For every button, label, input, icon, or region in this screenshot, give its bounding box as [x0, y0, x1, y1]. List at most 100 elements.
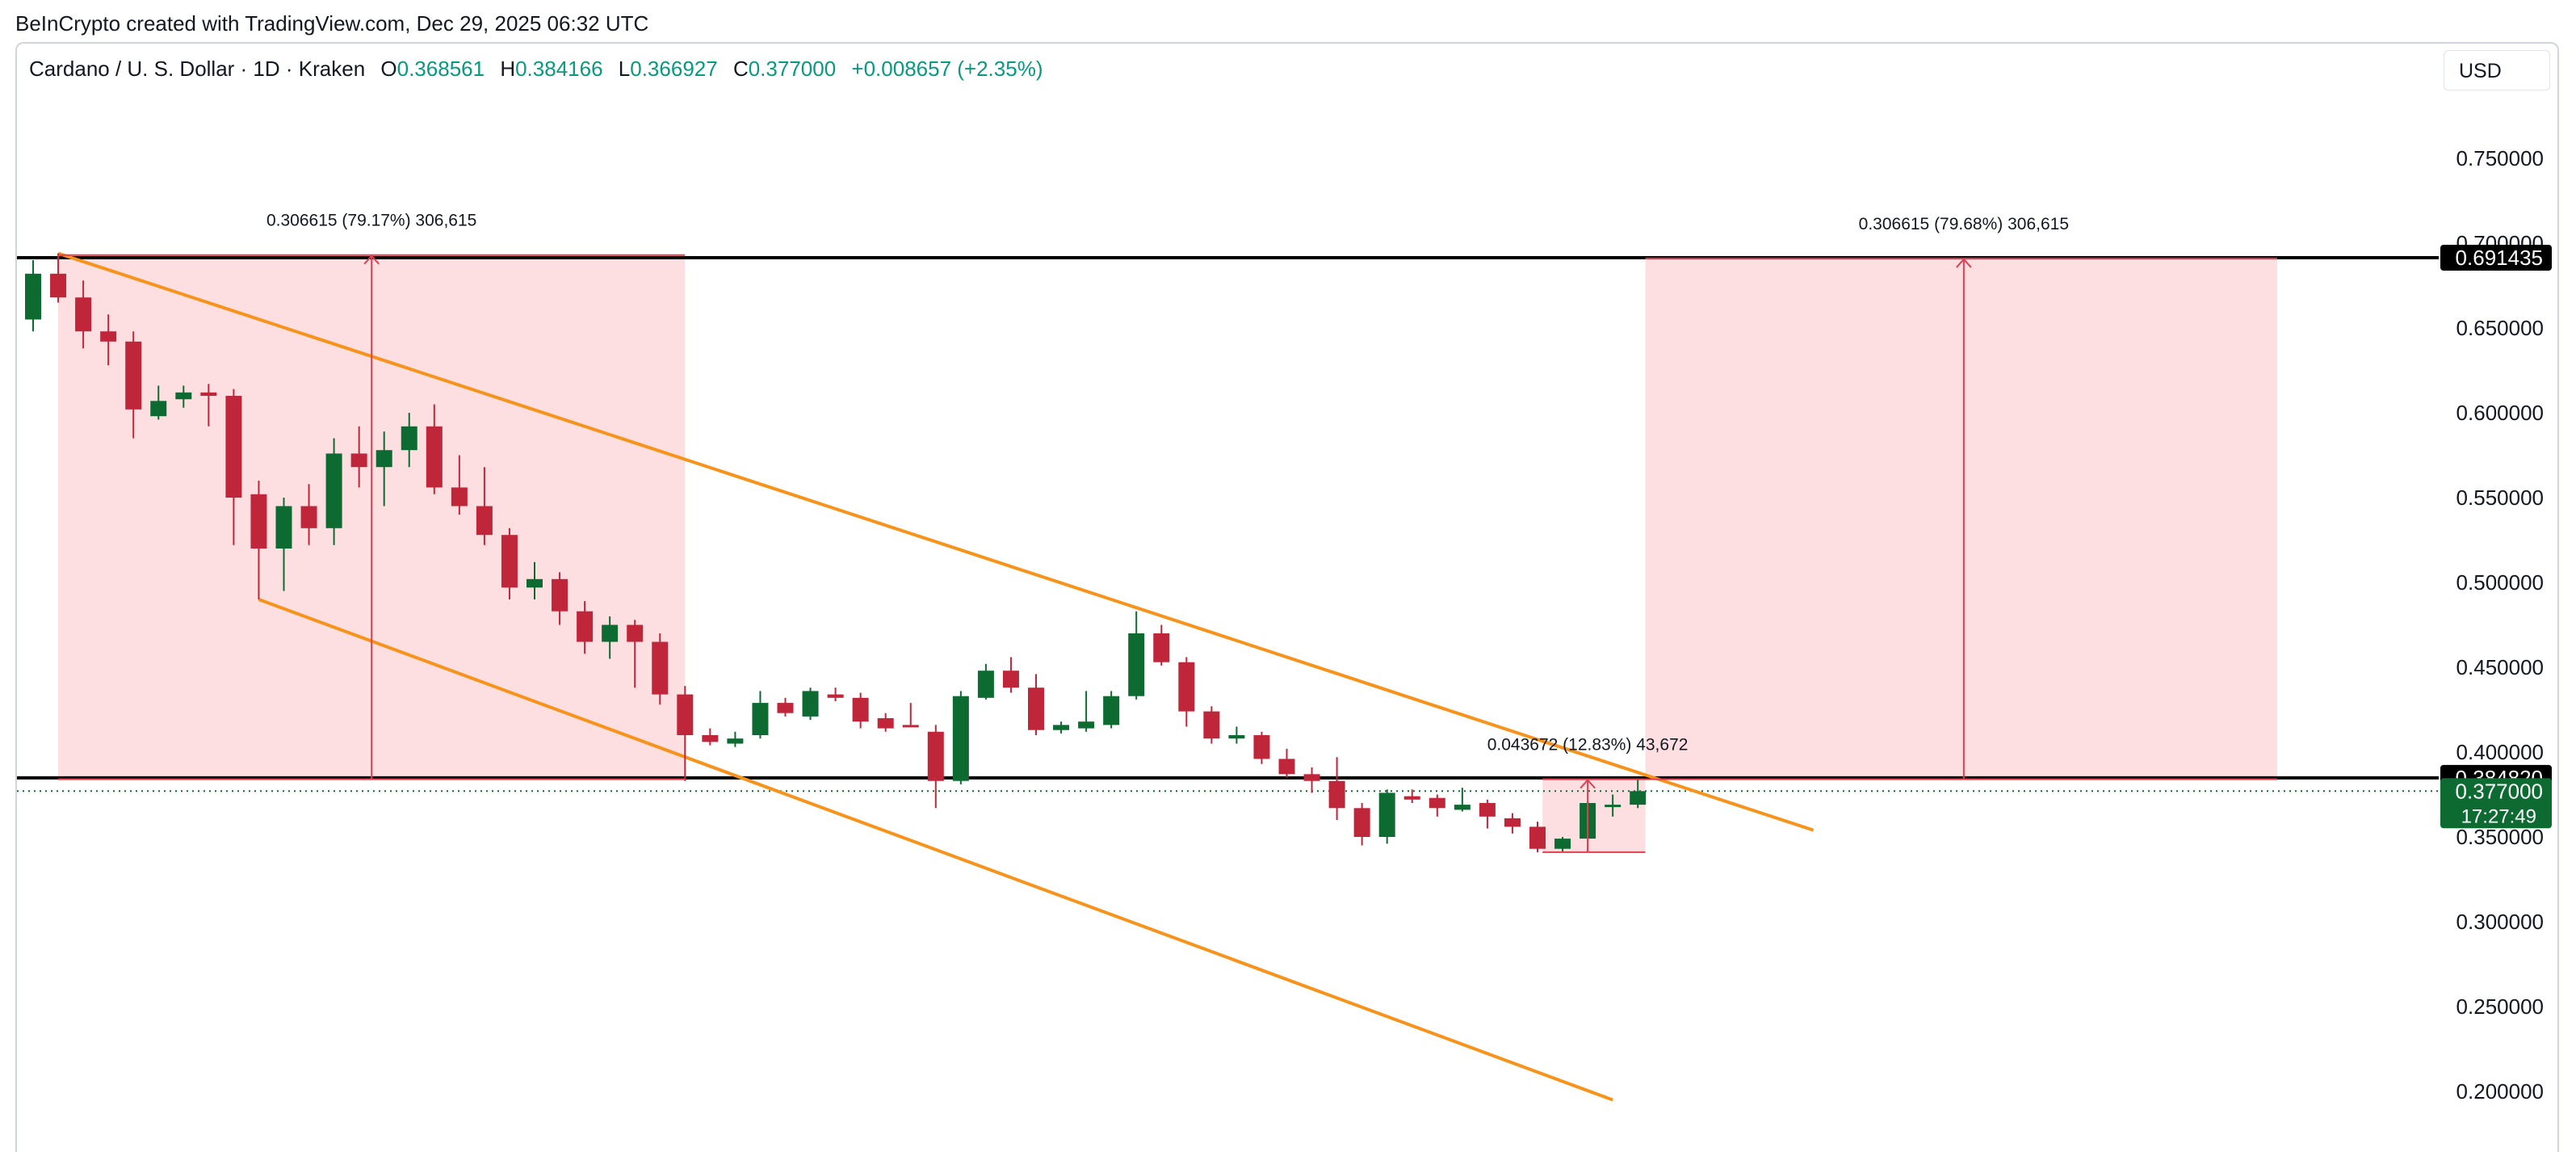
candle-body — [602, 624, 619, 642]
channel-lower-line — [258, 598, 1613, 1102]
candle-body — [802, 691, 819, 717]
candle-body — [727, 738, 744, 744]
change-value: +0.008657 (+2.35%) — [851, 57, 1043, 81]
candle-up — [325, 438, 342, 545]
symbol-title: Cardano / U. S. Dollar · 1D · Kraken — [29, 57, 366, 81]
candle-body — [877, 718, 894, 729]
candle-down — [501, 528, 518, 599]
candle-down — [627, 620, 644, 688]
candle-down — [1479, 799, 1496, 829]
candle-down — [1028, 674, 1044, 735]
candle-down — [476, 467, 493, 545]
candle-body — [1028, 687, 1044, 730]
candle-countdown-label: 17:27:49 — [2461, 805, 2536, 827]
level-price-label: 0.691435 — [2456, 246, 2543, 270]
candle-body — [752, 703, 769, 735]
candle-body — [1429, 797, 1445, 809]
channel-upper-line — [57, 251, 1815, 832]
candle-body — [300, 506, 317, 528]
candle-down — [827, 687, 844, 701]
measure-label: 0.043672 (12.83%) 43,672 — [1487, 736, 1689, 755]
measure-annotations: 0.306615 (79.17%) 306,615 0.306615 (79.68… — [58, 212, 2277, 853]
candle-up — [1103, 691, 1120, 729]
close-value: 0.377000 — [748, 57, 837, 81]
measure-zone — [1645, 258, 2277, 780]
candle-down — [1203, 706, 1220, 744]
candle-body — [1253, 735, 1270, 759]
candle-body — [677, 694, 694, 735]
candle-down — [100, 314, 117, 366]
y-tick-label: 0.600000 — [2456, 401, 2544, 425]
candle-body — [1278, 759, 1295, 775]
candle-up — [1554, 837, 1571, 852]
y-tick-label: 0.350000 — [2456, 825, 2544, 849]
chart-frame — [15, 42, 2559, 1152]
candle-body — [527, 578, 543, 588]
candle-body — [1529, 826, 1546, 849]
candle-up — [602, 616, 619, 659]
candle-body — [1328, 780, 1345, 809]
candle-down — [1403, 789, 1420, 803]
currency-button[interactable]: USD — [2444, 50, 2550, 90]
descending-channel — [57, 251, 1815, 1102]
candle-down — [902, 703, 919, 728]
candle-down — [1253, 731, 1270, 764]
y-tick-label: 0.200000 — [2456, 1079, 2544, 1104]
candle-down — [1153, 624, 1170, 666]
candle-up — [25, 260, 41, 332]
candle-down — [250, 481, 267, 599]
candle-body — [1479, 803, 1496, 817]
candle-body — [1153, 633, 1170, 662]
candle-down — [225, 389, 242, 545]
current-price-badge — [2440, 778, 2552, 829]
candle-up — [1228, 726, 1245, 744]
candle-body — [1554, 839, 1571, 849]
candle-down — [577, 601, 594, 654]
low-label: L — [618, 57, 631, 81]
candle-down — [426, 404, 443, 494]
y-tick-label: 0.650000 — [2456, 316, 2544, 340]
candle-body — [702, 735, 719, 742]
candle-down — [652, 633, 669, 705]
open-label: O — [380, 57, 397, 81]
candle-up — [727, 731, 744, 747]
candle-down — [50, 253, 67, 303]
candle-down — [1278, 748, 1295, 778]
candle-body — [451, 487, 468, 507]
candle-up — [275, 498, 292, 591]
candle-body — [401, 426, 417, 451]
candle-up — [401, 413, 417, 468]
candle-down — [1002, 657, 1019, 693]
candle-body — [827, 694, 844, 698]
measure-arrow-head — [1580, 779, 1596, 789]
candle-down — [927, 725, 944, 809]
measure-label: 0.306615 (79.17%) 306,615 — [266, 212, 476, 230]
candle-down — [200, 384, 217, 427]
candle-body — [852, 697, 869, 722]
candle-up — [752, 691, 769, 739]
candle-body — [652, 641, 669, 695]
candle-up — [175, 385, 192, 408]
candle-body — [577, 611, 594, 642]
current-price-label: 0.377000 — [2456, 779, 2543, 803]
candle-body — [25, 273, 41, 320]
high-value: 0.384166 — [515, 57, 603, 81]
candle-down — [1303, 767, 1320, 793]
candle-down — [702, 728, 719, 746]
candle-body — [375, 450, 392, 468]
candle-body — [1605, 805, 1622, 808]
candle-down — [1429, 794, 1445, 817]
candle-body — [1403, 796, 1420, 800]
candle-body — [200, 392, 217, 396]
candle-body — [1078, 721, 1095, 729]
candle-down — [552, 572, 568, 625]
candle-body — [1504, 818, 1521, 827]
candle-up — [977, 663, 994, 700]
candle-down — [300, 484, 317, 545]
candles — [25, 253, 1647, 852]
candle-down — [1328, 757, 1345, 820]
candle-body — [476, 506, 493, 536]
low-value: 0.366927 — [630, 57, 718, 81]
